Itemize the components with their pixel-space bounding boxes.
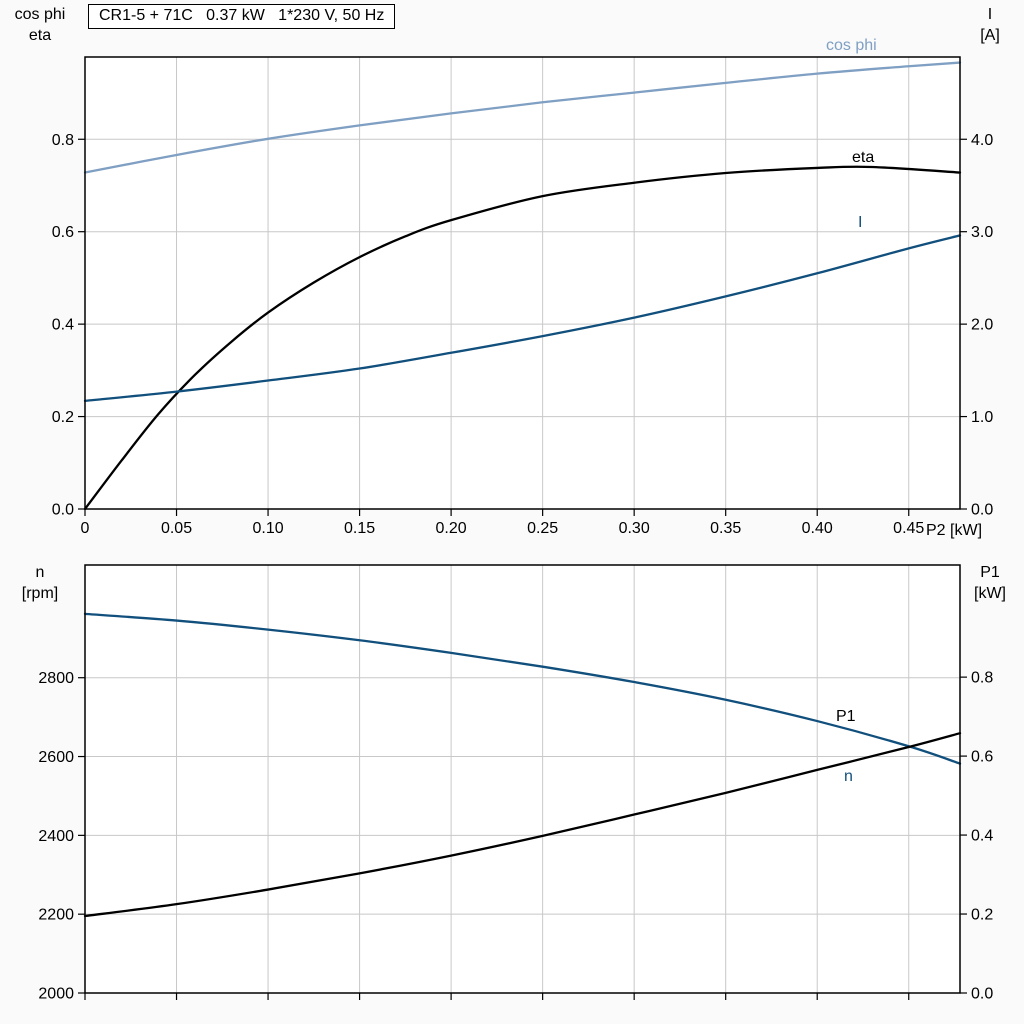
left-axis-label-line1: cos phi: [14, 6, 66, 23]
svg-text:0.2: 0.2: [52, 409, 74, 426]
svg-text:0.8: 0.8: [971, 670, 993, 687]
p1-curve-label: P1: [836, 708, 856, 725]
top-left-axis-label: cos phi eta: [0, 4, 80, 46]
svg-text:0.6: 0.6: [971, 749, 993, 766]
bottom-left-axis-label: n [rpm]: [0, 562, 80, 604]
svg-text:0.05: 0.05: [161, 520, 192, 537]
svg-text:4.0: 4.0: [971, 132, 993, 149]
svg-text:0.10: 0.10: [252, 520, 283, 537]
pump-title-box: CR1-5 + 71C 0.37 kW 1*230 V, 50 Hz: [88, 4, 396, 29]
svg-text:0.15: 0.15: [344, 520, 375, 537]
svg-text:0.30: 0.30: [619, 520, 650, 537]
current-curve-label: I: [858, 214, 863, 231]
speed-axis-label-line2: [rpm]: [21, 585, 59, 602]
svg-text:0.8: 0.8: [52, 132, 74, 149]
svg-text:1.0: 1.0: [971, 409, 993, 426]
p1-axis-label-line2: [kW]: [974, 585, 1006, 602]
svg-text:0.6: 0.6: [52, 224, 74, 241]
svg-text:0.0: 0.0: [52, 502, 74, 519]
speed-curve-label: n: [844, 768, 853, 785]
left-axis-label-line2: eta: [28, 27, 52, 44]
svg-text:0.20: 0.20: [436, 520, 467, 537]
svg-text:2200: 2200: [38, 907, 74, 924]
x-axis-unit-label: P2 [kW]: [926, 522, 983, 539]
right-axis-label-line1: I: [987, 6, 993, 23]
svg-text:0.4: 0.4: [971, 828, 993, 845]
svg-text:3.0: 3.0: [971, 224, 993, 241]
eta-curve-label: eta: [852, 149, 875, 166]
svg-text:0.0: 0.0: [971, 502, 993, 519]
svg-text:0.0: 0.0: [971, 986, 993, 1003]
right-axis-label-line2: [A]: [980, 27, 1000, 44]
svg-text:0: 0: [81, 520, 90, 537]
speed-axis-label-line1: n: [35, 564, 45, 581]
bottom-right-axis-label: P1 [kW]: [958, 562, 1022, 604]
svg-text:2400: 2400: [38, 828, 74, 845]
top-right-axis-label: I [A]: [958, 4, 1022, 46]
svg-text:0.35: 0.35: [710, 520, 741, 537]
svg-text:2800: 2800: [38, 670, 74, 687]
svg-text:2.0: 2.0: [971, 317, 993, 334]
cos-phi-curve-label: cos phi: [826, 37, 877, 54]
svg-text:2600: 2600: [38, 749, 74, 766]
svg-text:0.45: 0.45: [893, 520, 924, 537]
svg-text:0.4: 0.4: [52, 317, 74, 334]
p1-axis-label-line1: P1: [980, 564, 1000, 581]
svg-text:0.25: 0.25: [527, 520, 558, 537]
svg-text:2000: 2000: [38, 986, 74, 1003]
svg-text:0.40: 0.40: [802, 520, 833, 537]
svg-text:0.2: 0.2: [971, 907, 993, 924]
